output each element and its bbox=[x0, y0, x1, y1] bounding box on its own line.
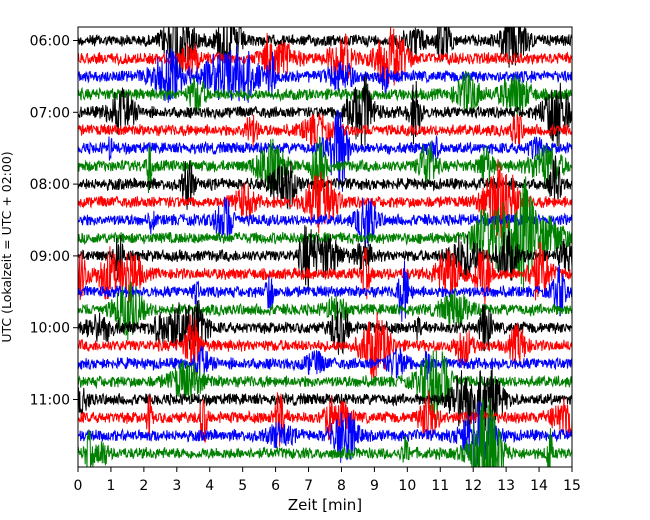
trace-group bbox=[78, 27, 572, 467]
y-tick-label: 07:00 bbox=[30, 105, 70, 121]
trace-row-14 bbox=[78, 260, 572, 322]
trace-row-1 bbox=[78, 27, 572, 90]
trace-row-5 bbox=[78, 112, 572, 148]
trace-row-23 bbox=[78, 397, 572, 467]
x-tick-label: 13 bbox=[497, 478, 515, 494]
x-tick-label: 1 bbox=[106, 478, 115, 494]
y-tick-label: 06:00 bbox=[30, 34, 70, 50]
x-tick-label: 6 bbox=[271, 478, 280, 494]
y-tick-label: 09:00 bbox=[30, 249, 70, 265]
x-tick-label: 9 bbox=[370, 478, 379, 494]
x-tick-label: 11 bbox=[431, 478, 449, 494]
trace-row-15 bbox=[78, 281, 572, 341]
x-tick-label: 2 bbox=[139, 478, 148, 494]
x-tick-label: 0 bbox=[74, 478, 83, 494]
trace-row-18 bbox=[78, 345, 572, 380]
x-tick-label: 3 bbox=[172, 478, 181, 494]
x-tick-label: 14 bbox=[530, 478, 548, 494]
trace-row-13 bbox=[78, 242, 572, 305]
x-axis-label: Zeit [min] bbox=[288, 496, 362, 514]
trace-row-7 bbox=[78, 136, 572, 196]
trace-row-3 bbox=[78, 70, 572, 117]
x-tick-label: 8 bbox=[337, 478, 346, 494]
plot-frame bbox=[77, 26, 573, 468]
trace-row-4 bbox=[78, 73, 572, 151]
trace-row-11 bbox=[78, 176, 572, 292]
x-tick-label: 5 bbox=[238, 478, 247, 494]
x-tick-label: 15 bbox=[563, 478, 581, 494]
y-axis-label: UTC (Lokalzeit = UTC + 02:00) bbox=[0, 151, 14, 342]
trace-row-6 bbox=[78, 109, 572, 192]
trace-row-16 bbox=[78, 299, 572, 355]
trace-row-17 bbox=[78, 312, 572, 379]
x-tick-label: 7 bbox=[304, 478, 313, 494]
x-tick-label: 4 bbox=[205, 478, 214, 494]
y-axis: 06:00 07:00 08:00 09:00 10:00 11:00 bbox=[30, 34, 78, 409]
y-tick-label: 10:00 bbox=[30, 321, 70, 337]
trace-row-9 bbox=[78, 159, 572, 239]
trace-row-2 bbox=[78, 45, 572, 103]
trace-row-20 bbox=[78, 368, 572, 431]
x-tick-label: 10 bbox=[398, 478, 416, 494]
trace-row-10 bbox=[78, 196, 572, 250]
x-axis: 0 1 2 3 4 5 6 7 8 9 10 11 12 13 14 15 bbox=[74, 467, 581, 494]
trace-row-12 bbox=[78, 225, 572, 292]
y-tick-label: 11:00 bbox=[30, 393, 70, 409]
trace-row-0 bbox=[78, 27, 572, 78]
trace-row-8 bbox=[78, 155, 572, 210]
x-tick-label: 12 bbox=[464, 478, 482, 494]
y-tick-label: 08:00 bbox=[30, 177, 70, 193]
